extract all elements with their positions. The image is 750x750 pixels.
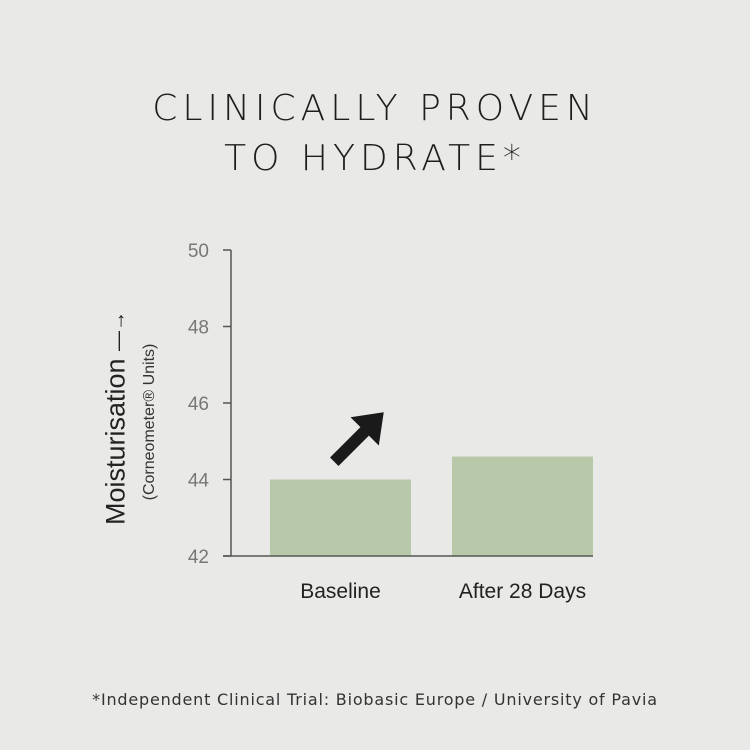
y-tick-label-46: 46 (188, 394, 209, 415)
bar-1 (452, 456, 593, 556)
title-line-1: CLINICALLY PROVEN (152, 88, 598, 129)
y-tick-label-44: 44 (188, 471, 210, 492)
footnote: *Independent Clinical Trial: Biobasic Eu… (92, 690, 658, 709)
bar-0 (270, 479, 411, 556)
y-tick-label-50: 50 (188, 241, 209, 262)
x-tick-label-0: Baseline (300, 580, 381, 603)
chart-title: CLINICALLY PROVEN TO HYDRATE* (0, 84, 750, 184)
y-tick-label-42: 42 (188, 547, 209, 568)
x-tick-label-1: After 28 Days (459, 580, 586, 603)
arrow-shape (330, 412, 384, 466)
title-line-2: TO HYDRATE* (224, 138, 526, 179)
arrow-up-right-icon (330, 412, 384, 466)
y-tick-label-48: 48 (188, 318, 209, 339)
